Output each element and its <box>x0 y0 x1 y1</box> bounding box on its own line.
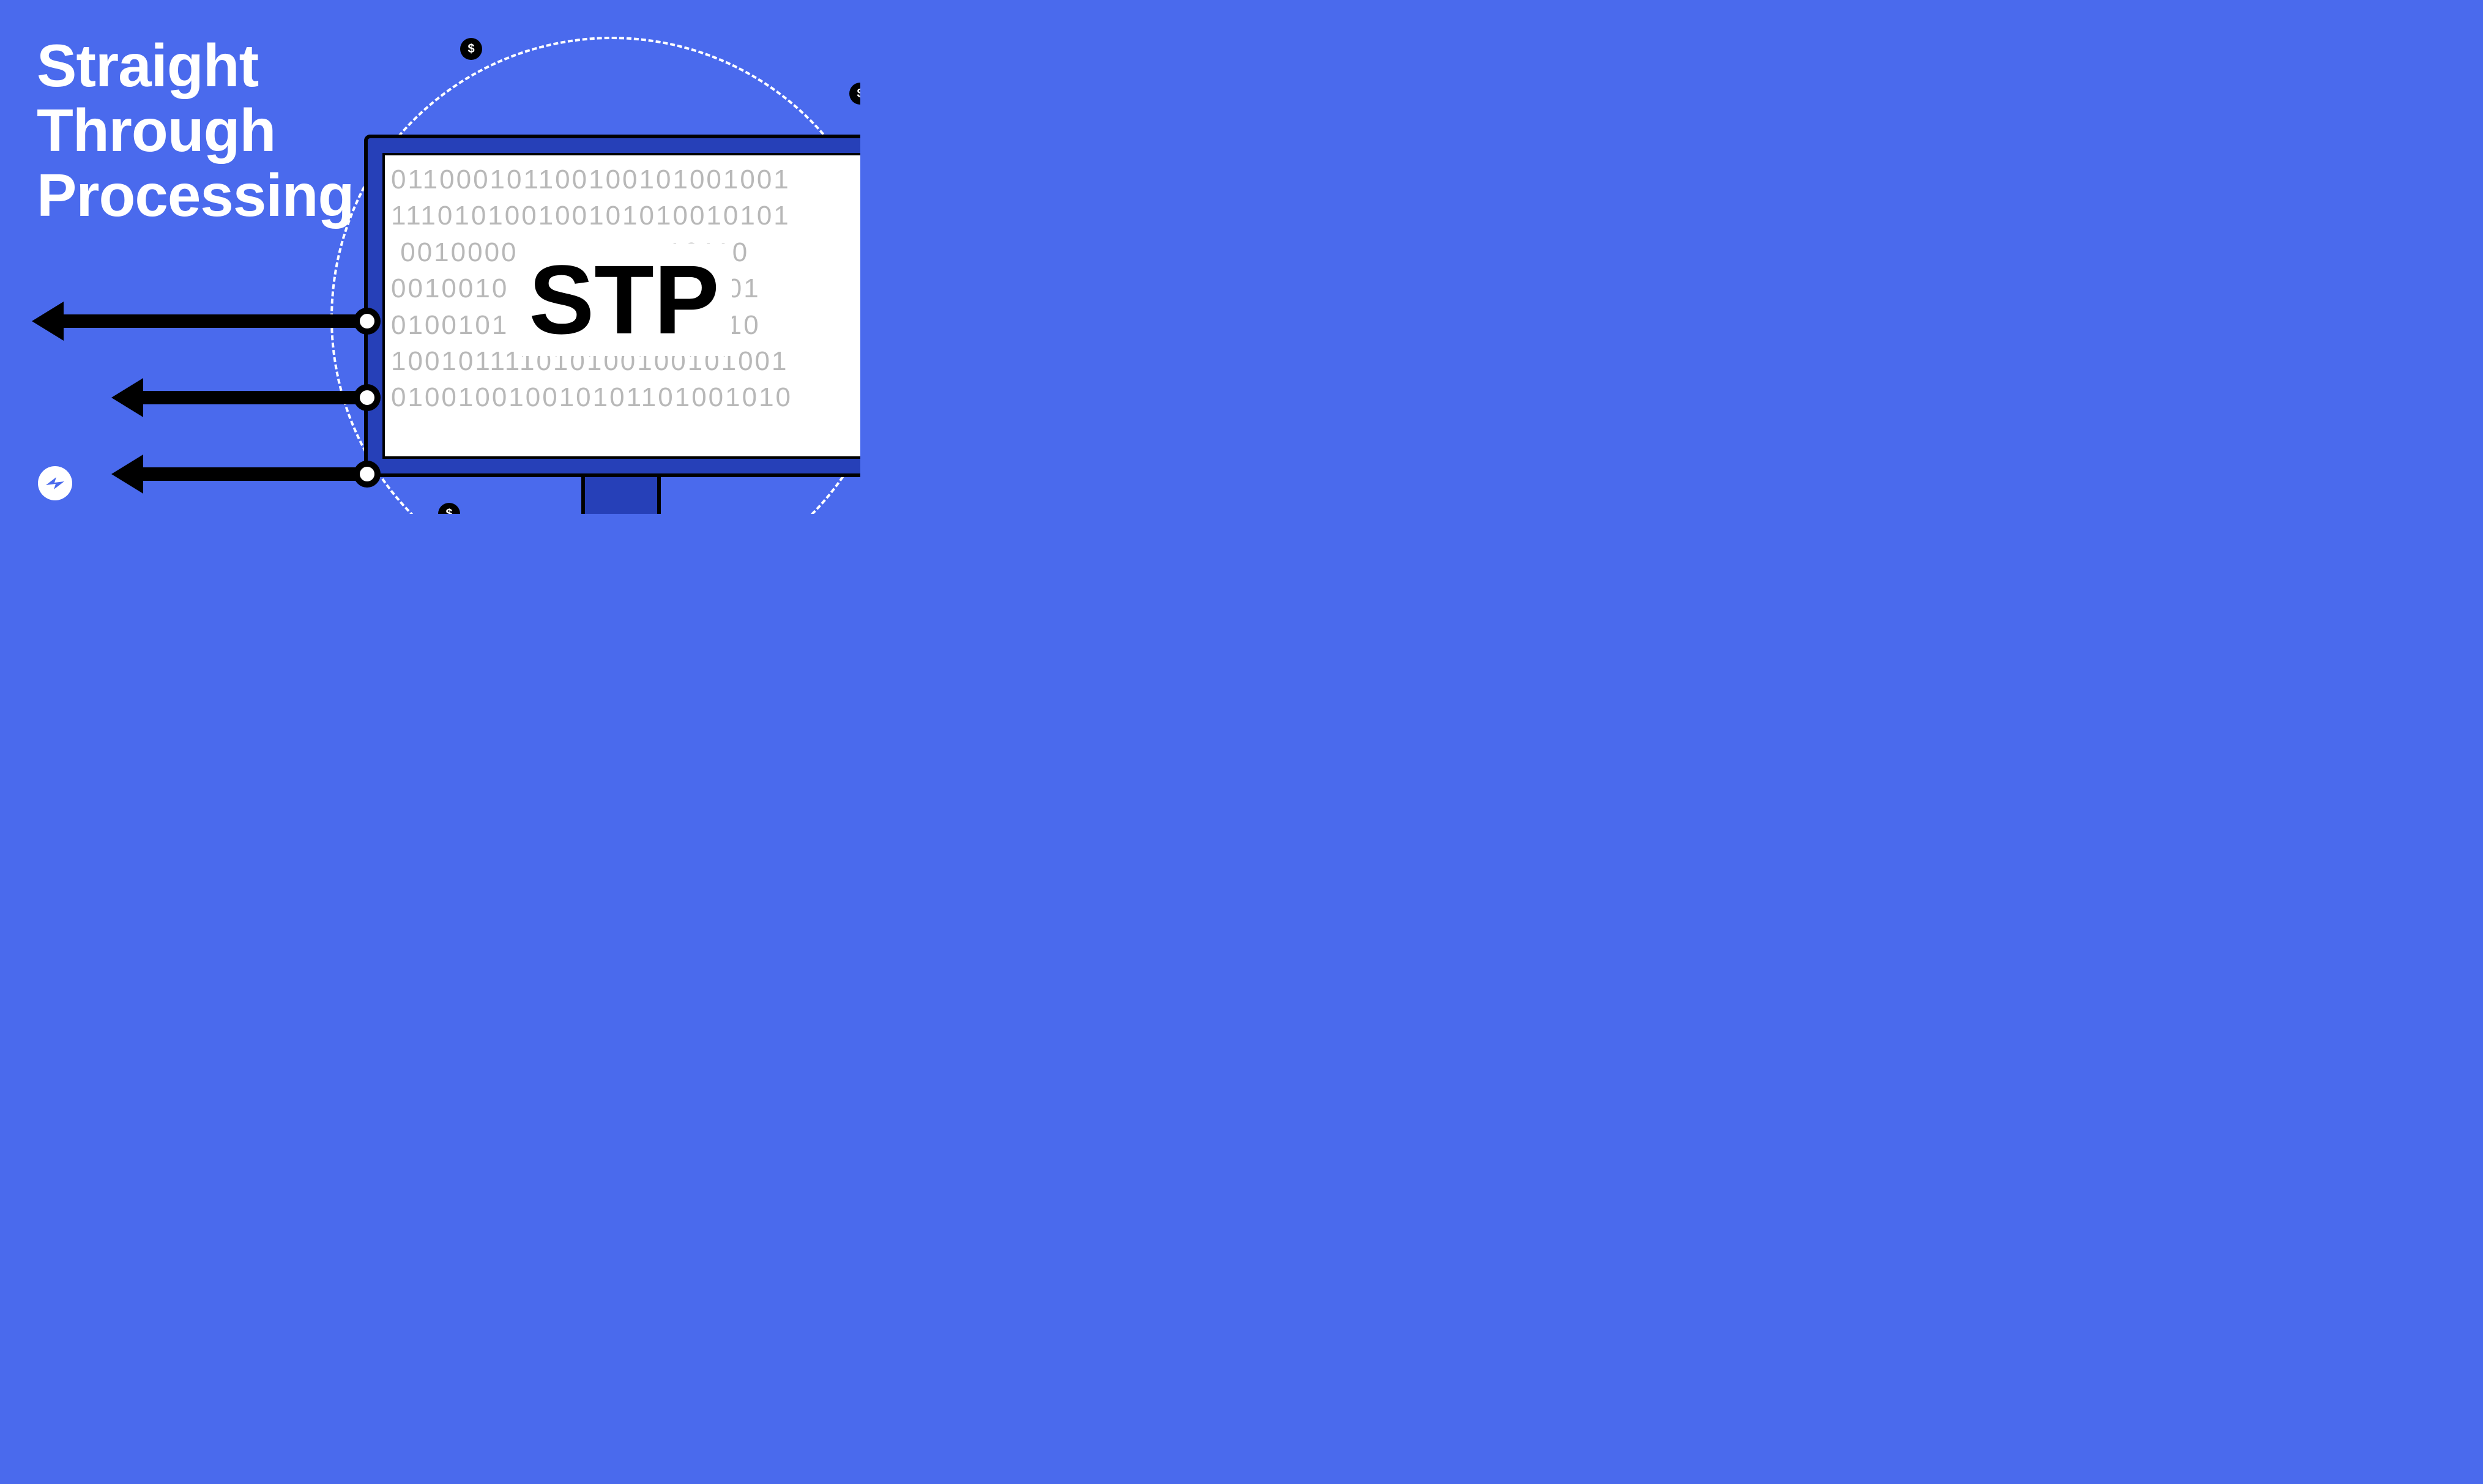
monitor-stand <box>581 471 661 514</box>
output-arrow-3 <box>116 468 367 480</box>
dollar-node-icon: $ <box>460 38 482 60</box>
output-arrow-1 <box>37 315 367 327</box>
arrow-head-icon <box>32 302 64 341</box>
monitor-bezel: 011000101100100101001001 111010100100101… <box>364 135 860 477</box>
arrow-head-icon <box>111 454 143 494</box>
dollar-node-icon: $ <box>849 83 860 105</box>
arrow-origin-node <box>354 384 381 411</box>
main-title: Straight Through Processing <box>37 34 354 228</box>
arrow-shaft <box>122 467 367 481</box>
arrow-shaft <box>122 391 367 404</box>
computer-monitor: 011000101100100101001001 111010100100101… <box>364 135 860 477</box>
output-arrow-2 <box>116 391 367 404</box>
title-line-1: Straight <box>37 34 354 98</box>
stp-acronym-label: STP <box>516 243 731 356</box>
monitor-screen: 011000101100100101001001 111010100100101… <box>382 153 860 459</box>
arrow-origin-node <box>354 461 381 488</box>
title-line-2: Through <box>37 98 354 163</box>
title-line-3: Processing <box>37 163 354 228</box>
infographic-canvas: Straight Through Processing $ $ $ 011000… <box>0 0 860 514</box>
brand-logo-icon <box>37 465 73 502</box>
arrow-shaft <box>43 314 367 328</box>
arrow-head-icon <box>111 378 143 417</box>
arrow-origin-node <box>354 308 381 335</box>
